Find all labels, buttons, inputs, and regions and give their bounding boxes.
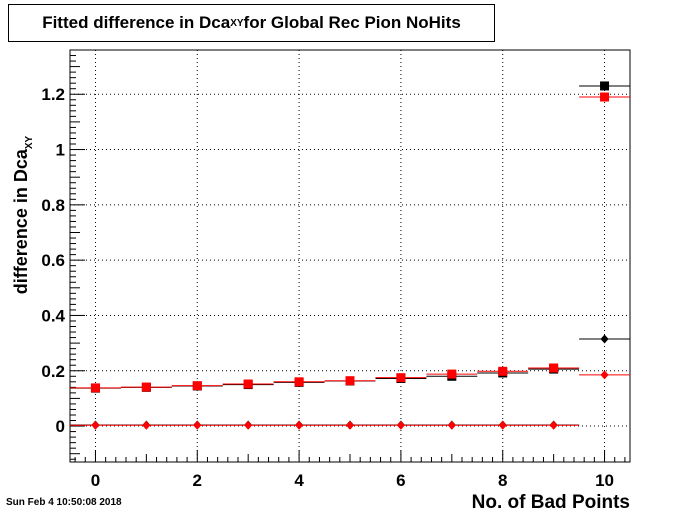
chart-title: Fitted difference in Dca XY for Global Re…: [8, 4, 495, 42]
data-point-diamond: [396, 420, 405, 430]
y-tick-label: 0.6: [41, 251, 65, 270]
x-tick-label: 10: [595, 471, 614, 490]
axis-ticks: [70, 49, 626, 462]
y-tick-label: 0: [56, 417, 65, 436]
data-point-square: [294, 377, 304, 387]
data-point-diamond: [142, 420, 151, 430]
plot-frame: [69, 49, 631, 463]
data-point-square: [192, 381, 202, 391]
data-point-square: [600, 81, 610, 91]
data-point-diamond: [346, 420, 354, 430]
y-tick-label: 0.4: [41, 306, 65, 325]
data-point-diamond: [600, 370, 609, 380]
y-tick-label: 1.2: [41, 85, 65, 104]
grid-lines: [70, 50, 630, 462]
data-point-square: [549, 363, 559, 373]
y-axis-label-subscript: XY: [23, 135, 35, 150]
tick-labels: 0 2 4 6 8 10 0 0.2 0.4 0.6 0.8 1 1.2: [41, 85, 614, 490]
title-prefix: Fitted difference in Dca: [42, 13, 231, 32]
title-suffix: for Global Rec Pion NoHits: [243, 13, 461, 32]
data-point-square: [396, 373, 406, 383]
data-points: [70, 81, 630, 430]
data-point-square: [243, 379, 253, 389]
timestamp: Sun Feb 4 10:50:08 2018: [6, 497, 122, 508]
data-point-square: [600, 92, 610, 102]
data-point-square: [447, 369, 457, 379]
data-point-diamond: [193, 420, 202, 430]
title-subscript: XY: [230, 17, 244, 29]
data-point-square: [345, 376, 355, 386]
y-tick-label: 1: [56, 141, 65, 160]
data-point-diamond: [244, 420, 253, 430]
data-point-square: [498, 366, 508, 376]
data-point-diamond: [295, 420, 304, 430]
data-point-square: [90, 383, 100, 393]
data-point-diamond: [91, 420, 100, 430]
y-axis-label-main: difference in Dca: [11, 149, 32, 295]
x-tick-label: 4: [294, 471, 304, 490]
y-axis-label: difference in DcaXY: [11, 136, 35, 294]
y-tick-label: 0.2: [41, 362, 65, 381]
data-point-diamond: [549, 420, 558, 430]
y-tick-label: 0.8: [41, 196, 65, 215]
x-axis-label: No. of Bad Points: [471, 492, 630, 513]
data-point-diamond: [600, 334, 609, 344]
data-point-diamond: [447, 420, 456, 430]
x-tick-label: 6: [396, 471, 405, 490]
data-point-diamond: [498, 420, 507, 430]
x-tick-label: 2: [193, 471, 202, 490]
x-tick-label: 8: [498, 471, 507, 490]
data-point-square: [141, 382, 151, 392]
x-tick-label: 0: [91, 471, 100, 490]
